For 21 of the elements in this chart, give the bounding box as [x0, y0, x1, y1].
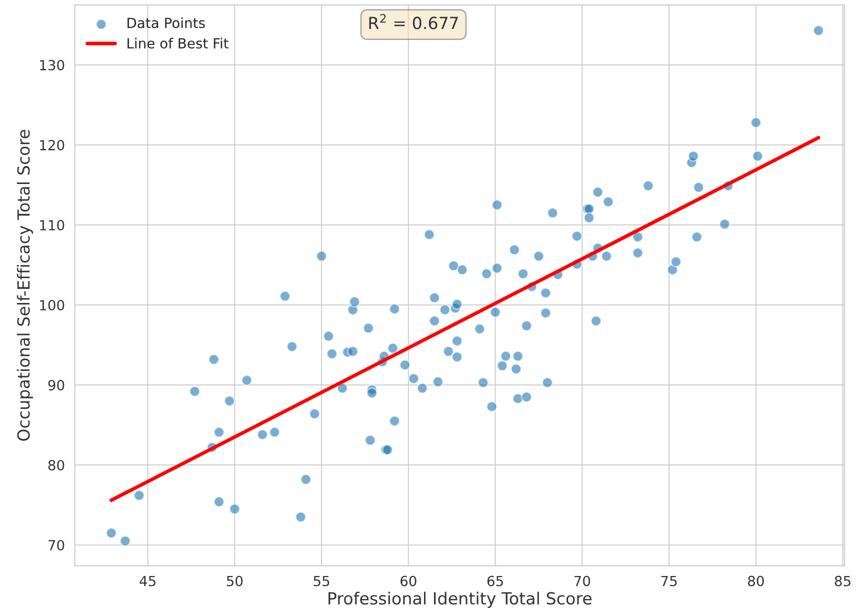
y-tick-label: 90: [48, 380, 64, 390]
y-tick-label: 120: [40, 140, 64, 150]
x-tick-label: 45: [140, 576, 156, 586]
x-tick-label: 75: [661, 576, 677, 586]
x-tick-label: 85: [834, 576, 850, 586]
y-tick-label: 100: [40, 300, 64, 310]
y-tick-label: 70: [48, 540, 64, 550]
legend-label: Line of Best Fit: [128, 38, 228, 49]
x-tick-label: 70: [574, 576, 590, 586]
legend-label: Data Points: [128, 17, 205, 28]
y-axis-title: Occupational Self-Efficacy Total Score: [16, 130, 34, 441]
y-tick-label: 80: [48, 460, 64, 470]
annotation: R$^{2}$ = 0.677: [369, 14, 458, 30]
x-tick-label: 50: [226, 576, 243, 586]
y-tick-label: 130: [40, 60, 64, 70]
x-tick-label: 80: [748, 576, 764, 586]
y-tick-label: 110: [40, 220, 64, 230]
x-tick-label: 65: [487, 576, 503, 586]
x-tick-label: 60: [400, 576, 416, 586]
x-tick-label: 55: [314, 576, 330, 586]
x-axis-title: Professional Identity Total Score: [328, 592, 592, 608]
